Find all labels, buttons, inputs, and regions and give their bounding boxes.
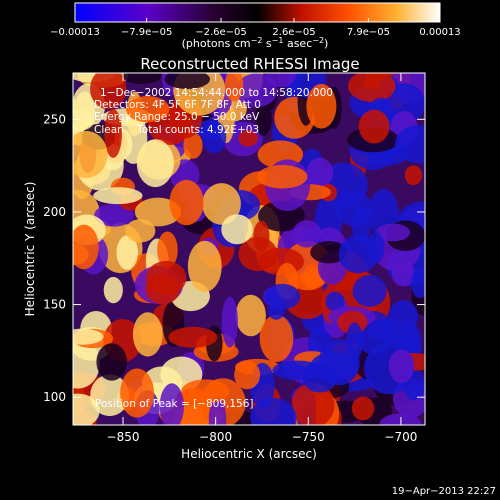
heatmap-blob	[159, 383, 184, 425]
heatmap-blob	[187, 240, 222, 293]
y-axis-ticks: 100 150 200 250	[43, 112, 425, 404]
heatmap-blob	[404, 165, 423, 186]
heatmap-blob	[125, 219, 156, 243]
x-tick-label: −850	[107, 430, 140, 444]
heatmap-blob	[306, 157, 334, 188]
heatmap-blob	[181, 379, 230, 404]
heatmap-blob	[376, 223, 411, 242]
x-tick-label: −700	[384, 430, 417, 444]
heatmap-blob	[306, 83, 337, 129]
colorbar-tick-label: 2.6e−05	[272, 27, 315, 38]
heatmap-blob	[235, 73, 278, 108]
heatmap-blob	[90, 73, 127, 110]
heatmap-blob	[157, 231, 178, 269]
x-axis-label: Heliocentric X (arcsec)	[181, 447, 317, 461]
heatmap-blob	[90, 374, 130, 417]
x-axis-ticks: −850 −800 −750 −700	[107, 73, 417, 444]
heatmap-blob	[388, 349, 415, 384]
colorbar-tick-label: 0.00013	[419, 27, 460, 38]
heatmap-blob	[202, 120, 227, 154]
heatmap-blob	[221, 214, 253, 245]
heatmap-blob	[394, 125, 425, 164]
heatmap-blob	[120, 368, 154, 418]
heatmap-blob	[367, 231, 385, 264]
heatmap-blob	[256, 165, 308, 189]
x-tick-label: −750	[292, 430, 325, 444]
y-tick-label: 150	[43, 298, 66, 312]
colorbar	[74, 2, 441, 23]
heatmap-image	[73, 73, 425, 425]
heatmap-blob	[73, 109, 95, 132]
heatmap-blob	[103, 276, 123, 304]
heatmap-blob	[94, 203, 135, 227]
heatmap-blob	[208, 397, 227, 425]
annotation-time: 1−Dec−2002 14:54:44.000 to 14:58:20.000	[100, 87, 333, 99]
heatmap-blob	[352, 274, 387, 308]
heatmap-blob	[265, 73, 297, 88]
annotation-energy: Energy Range: 25.0 − 50.0 keV	[94, 111, 260, 123]
y-tick-label: 250	[43, 112, 66, 126]
colorbar-tick-label: 7.9e−05	[347, 27, 390, 38]
heatmap-blob	[272, 360, 324, 381]
heatmap-blob	[250, 397, 297, 425]
heatmap-blob	[234, 360, 261, 390]
heatmap-blob	[259, 314, 294, 362]
heatmap-blob	[221, 296, 238, 348]
heatmap-blob	[345, 322, 364, 360]
heatmap-blob	[335, 190, 373, 227]
annotation-peak: Position of Peak = [−809,156]	[95, 398, 254, 410]
heatmap-blob	[122, 73, 162, 85]
heatmap-blob	[235, 294, 266, 337]
colorbar-unit-label: (photons cm−2 s−1 asec−2)	[182, 36, 329, 50]
heatmap-blob	[224, 73, 244, 102]
heatmap-blob	[351, 396, 375, 421]
heatmap-blob	[116, 235, 139, 270]
x-tick-label: −800	[199, 430, 232, 444]
y-tick-label: 100	[43, 390, 66, 404]
heatmap-blob	[325, 291, 345, 312]
heatmap-blob	[264, 283, 301, 310]
colorbar-tick-label: −2.6e−05	[195, 27, 247, 38]
heatmap-blob	[132, 312, 163, 357]
heatmap-blob	[310, 241, 348, 264]
colorbar-tick-label: −0.00013	[50, 27, 100, 38]
annotation-clean: Clean Total counts: 4.92E+03	[94, 124, 259, 136]
heatmap-blob	[73, 338, 100, 389]
heatmap-blob	[303, 264, 322, 290]
colorbar-tick-label: −7.9e−05	[121, 27, 173, 38]
y-axis-label: Heliocentric Y (arcsec)	[23, 182, 37, 317]
heatmap-blob	[93, 187, 143, 205]
heatmap-blob	[73, 328, 104, 345]
heatmap-blob	[291, 382, 335, 425]
heatmap-blob	[411, 267, 425, 299]
heatmap-blob	[168, 326, 218, 348]
heatmap-blob	[183, 132, 203, 159]
heatmap-blob	[202, 183, 241, 225]
heatmap-blob	[391, 261, 415, 287]
heatmap-blob	[169, 179, 204, 226]
colorbar-ticks: −0.00013 −7.9e−05 −2.6e−05 2.6e−05 7.9e−05 0.…	[50, 18, 461, 38]
annotation-detectors: Detectors: 4F 5F 6F 7F 8F, Att 0	[94, 99, 261, 111]
heatmap-blob	[358, 109, 390, 144]
heatmap-blob	[348, 73, 396, 102]
heatmap-blob	[104, 108, 122, 158]
heatmap-blob	[164, 73, 210, 89]
heatmap-blob	[96, 343, 127, 381]
heatmap-blob	[73, 393, 100, 425]
chart-title: Reconstructed RHESSI Image	[140, 55, 359, 73]
heatmap-blob	[255, 100, 272, 137]
heatmap-blob	[253, 220, 270, 253]
y-tick-label: 200	[43, 205, 66, 219]
heatmap-blob	[146, 260, 187, 296]
heatmap-blob	[292, 220, 322, 248]
heatmap-blob	[136, 139, 174, 188]
heatmap-blob	[73, 130, 108, 179]
heatmap-blob	[73, 224, 99, 270]
heatmap-blob	[125, 96, 170, 123]
heatmap-blob	[238, 129, 258, 147]
footer-timestamp: 19−Apr−2013 22:27	[392, 486, 496, 497]
heatmap-blob	[368, 319, 399, 341]
plot-frame	[72, 72, 426, 426]
